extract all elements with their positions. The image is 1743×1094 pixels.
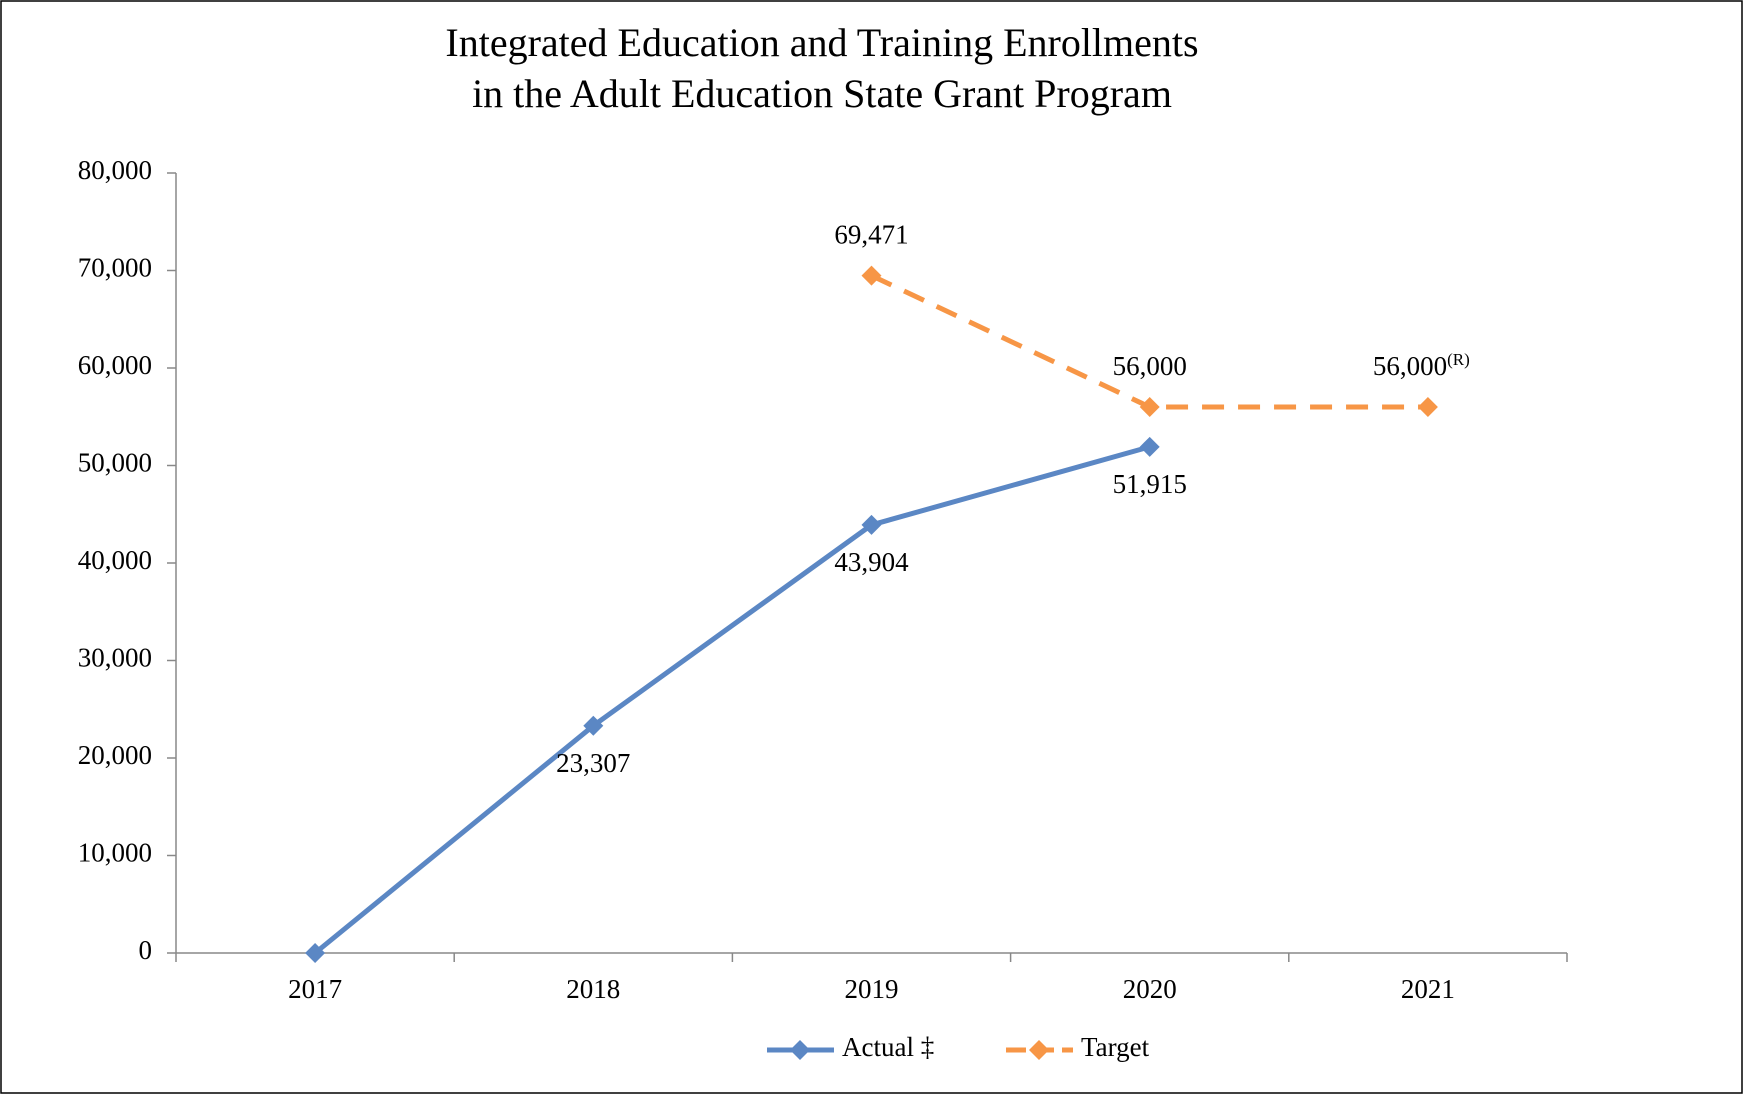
legend-label: Actual ‡ <box>842 1032 934 1062</box>
y-tick-label: 10,000 <box>78 838 152 868</box>
y-tick-label: 0 <box>139 935 153 965</box>
data-label: 43,904 <box>834 547 909 577</box>
chart-title: in the Adult Education State Grant Progr… <box>472 71 1172 116</box>
data-point <box>1139 397 1160 417</box>
y-tick-label: 80,000 <box>78 155 152 185</box>
y-tick-label: 50,000 <box>78 448 152 478</box>
data-label-value: 23,307 <box>556 748 630 778</box>
y-tick-label: 60,000 <box>78 350 152 380</box>
legend-marker <box>790 1040 810 1060</box>
x-tick-label: 2020 <box>1123 974 1177 1004</box>
data-point <box>1139 436 1160 457</box>
data-label: 56,000(R) <box>1373 350 1470 381</box>
data-point <box>861 514 882 535</box>
y-tick-label: 30,000 <box>78 643 152 673</box>
data-label-value: 51,915 <box>1113 469 1187 499</box>
series-line <box>313 444 1151 955</box>
data-label: 56,000 <box>1113 351 1187 381</box>
x-tick-label: 2021 <box>1401 974 1455 1004</box>
chart-title: Integrated Education and Training Enroll… <box>445 20 1198 65</box>
legend-label: Target <box>1081 1032 1150 1062</box>
data-point <box>1417 397 1438 417</box>
y-tick-label: 40,000 <box>78 545 152 575</box>
x-tick-label: 2018 <box>566 974 620 1004</box>
data-label: 23,307 <box>556 748 630 778</box>
x-tick-label: 2019 <box>845 974 899 1004</box>
data-label: 51,915 <box>1113 469 1187 499</box>
x-tick-label: 2017 <box>288 974 342 1004</box>
data-point <box>861 265 882 286</box>
data-label-value: 56,000 <box>1373 351 1447 381</box>
y-tick-label: 20,000 <box>78 740 152 770</box>
data-label-value: 69,471 <box>834 220 908 250</box>
y-tick-label: 70,000 <box>78 253 152 283</box>
data-label-value: 56,000 <box>1113 351 1187 381</box>
data-label-note: (R) <box>1447 350 1470 369</box>
data-label: 69,471 <box>834 220 908 250</box>
data-point <box>583 715 604 736</box>
data-label-value: 43,904 <box>834 547 909 577</box>
data-point <box>305 943 326 963</box>
legend-marker <box>1029 1040 1049 1060</box>
